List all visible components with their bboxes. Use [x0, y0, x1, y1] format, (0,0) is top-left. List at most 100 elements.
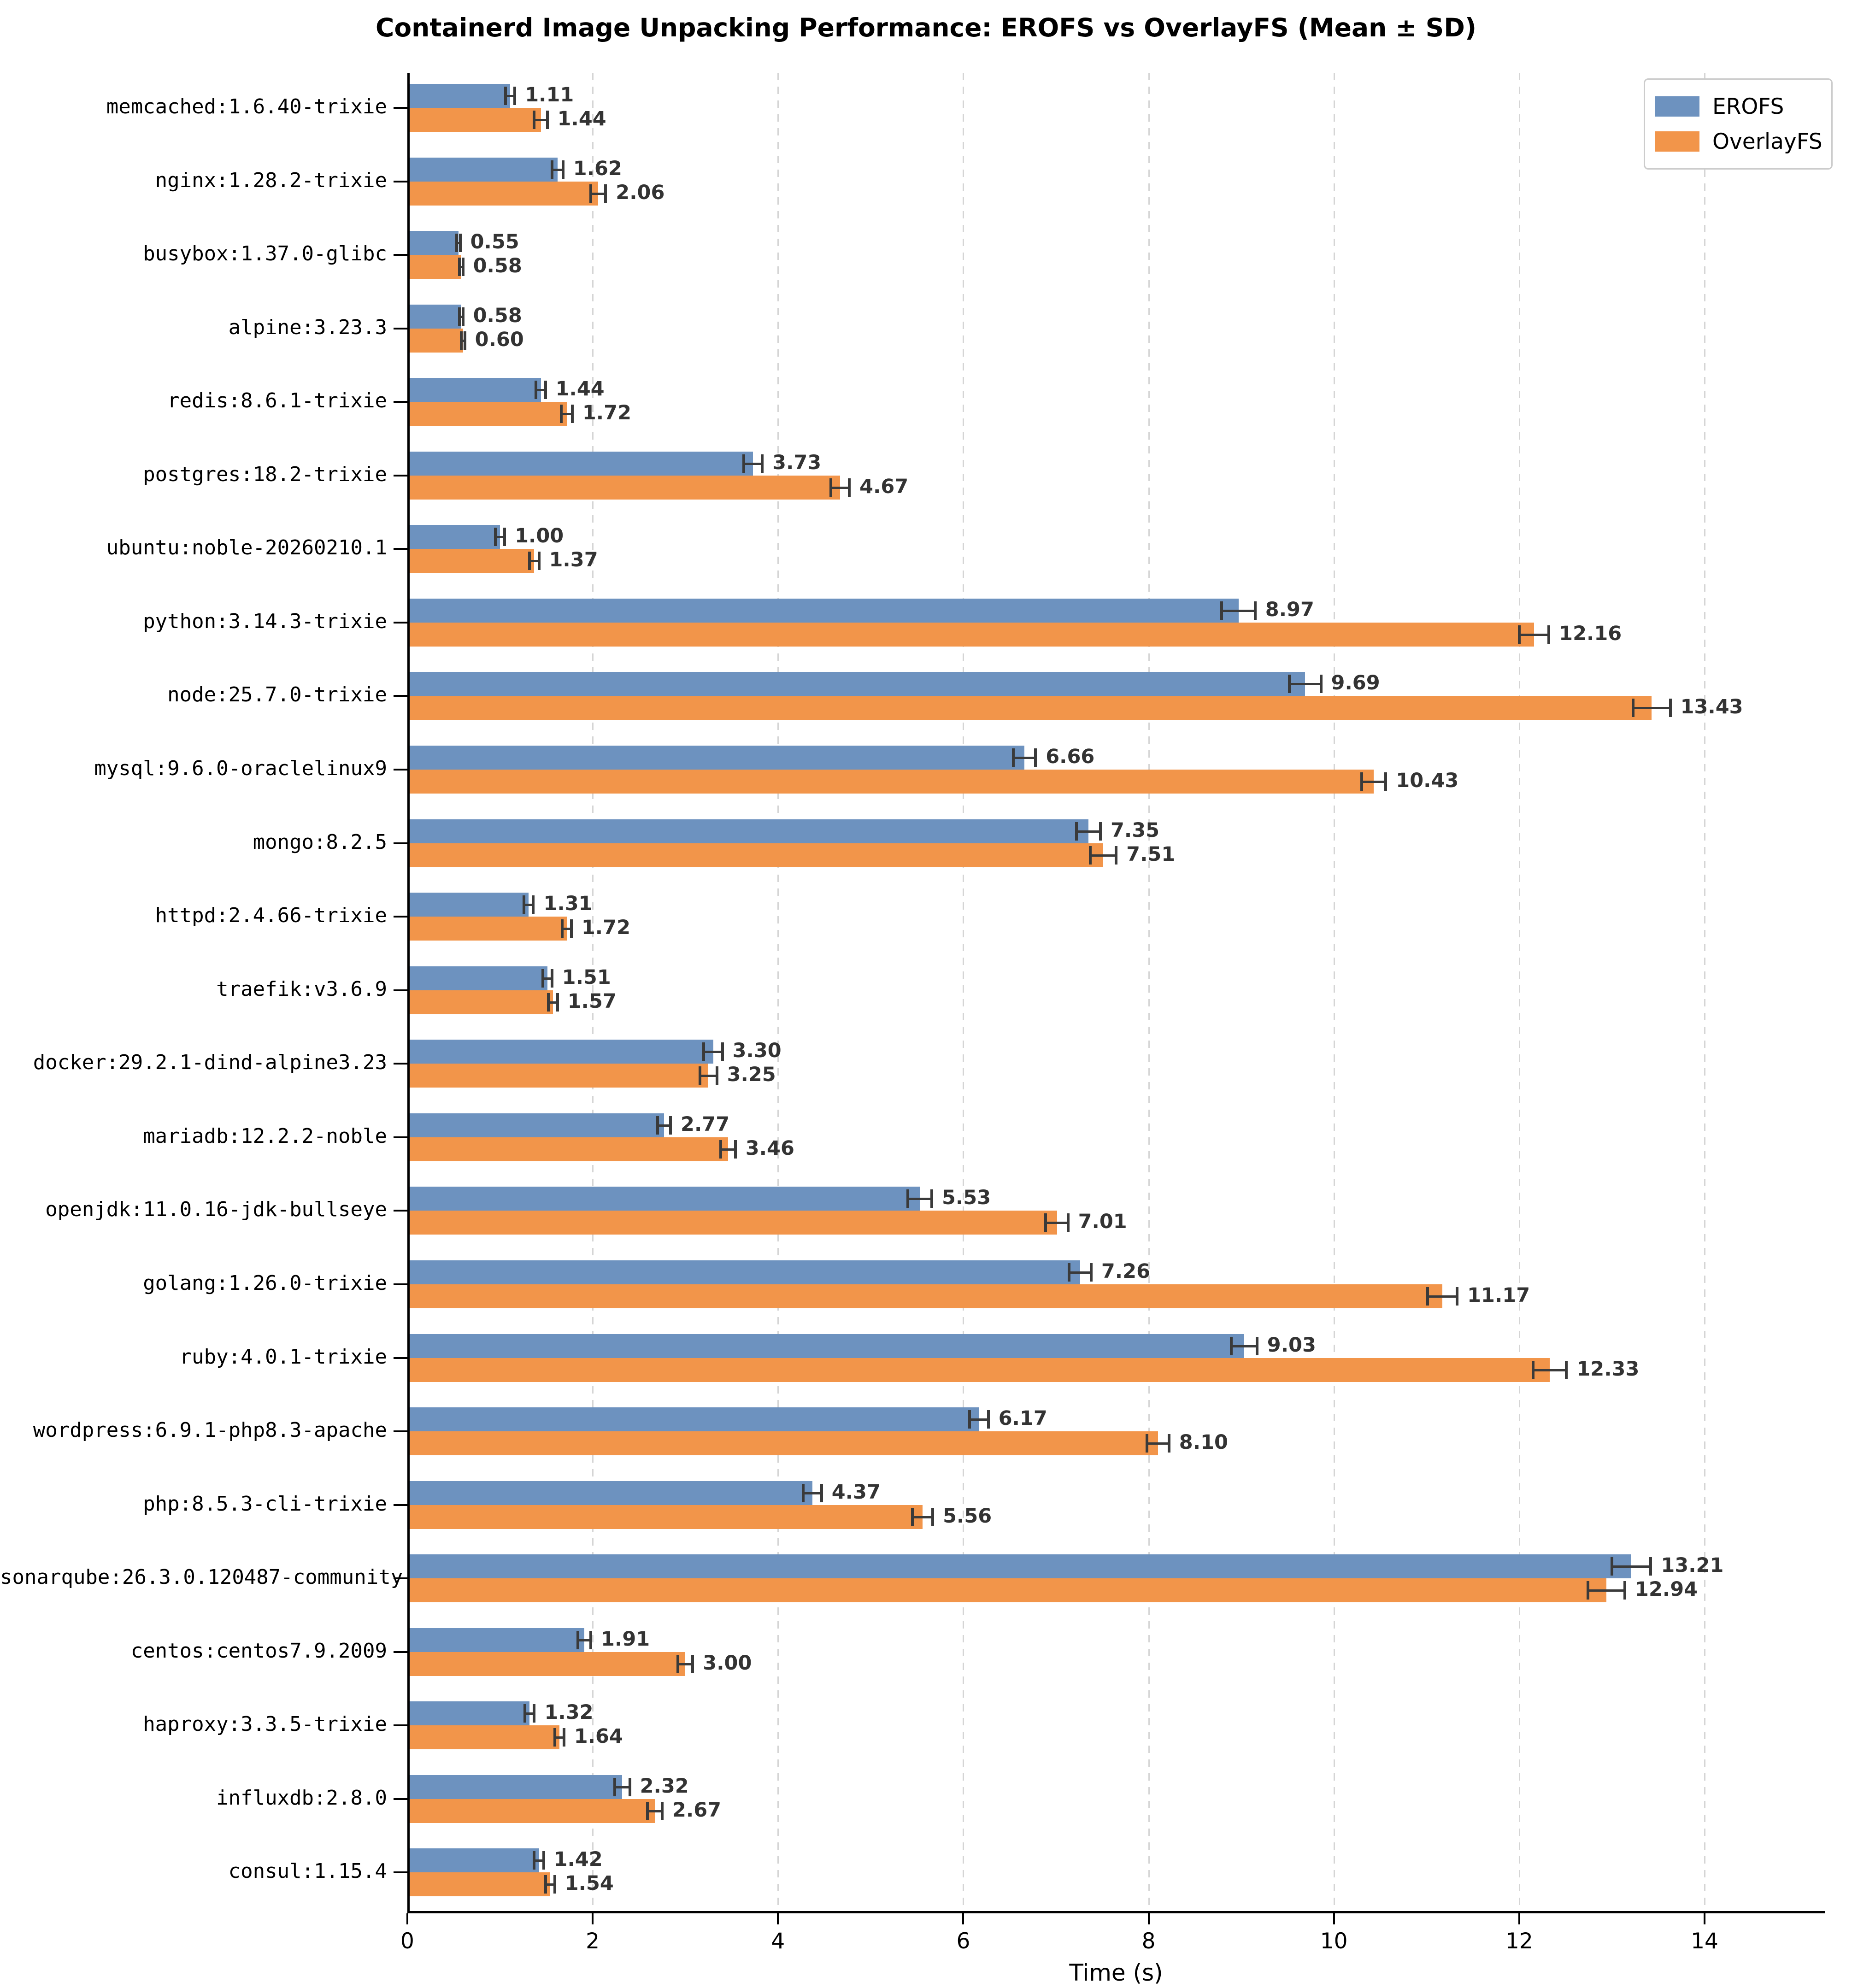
bar-erofs-3[interactable] [407, 304, 461, 329]
y-tick-label-17: ruby:4.0.1-trixie [179, 1345, 387, 1369]
errorbar-cap-overlayfs-20-lo [1586, 1581, 1589, 1600]
bar-overlayfs-6[interactable] [407, 549, 535, 573]
errorbar-line-overlayfs-8 [1633, 707, 1670, 710]
bar-overlayfs-11[interactable] [407, 917, 567, 941]
value-label-overlayfs-20: 12.94 [1635, 1578, 1698, 1601]
bar-erofs-0[interactable] [407, 84, 511, 108]
bar-erofs-1[interactable] [407, 157, 558, 182]
errorbar-cap-erofs-11-hi [532, 895, 535, 914]
legend-item-erofs[interactable]: EROFS [1655, 89, 1821, 124]
bar-overlayfs-16[interactable] [407, 1284, 1442, 1308]
errorbar-line-erofs-24 [534, 1859, 544, 1862]
bar-overlayfs-8[interactable] [407, 696, 1652, 720]
bar-overlayfs-5[interactable] [407, 475, 840, 500]
errorbar-cap-erofs-1-lo [550, 160, 553, 179]
errorbar-cap-erofs-4-hi [544, 381, 547, 400]
errorbar-cap-overlayfs-23-hi [660, 1801, 664, 1820]
bar-overlayfs-4[interactable] [407, 402, 567, 426]
bar-erofs-20[interactable] [407, 1554, 1632, 1579]
bar-erofs-13[interactable] [407, 1040, 713, 1064]
bar-erofs-12[interactable] [407, 966, 547, 990]
bar-overlayfs-15[interactable] [407, 1211, 1057, 1235]
bar-overlayfs-7[interactable] [407, 622, 1534, 647]
bar-overlayfs-13[interactable] [407, 1064, 709, 1088]
errorbar-line-overlayfs-10 [1090, 854, 1117, 857]
errorbar-line-erofs-1 [552, 168, 563, 171]
value-label-erofs-22: 1.32 [544, 1701, 594, 1724]
bar-erofs-14[interactable] [407, 1113, 664, 1137]
errorbar-cap-overlayfs-16-lo [1426, 1287, 1429, 1306]
errorbar-cap-erofs-16-lo [1067, 1263, 1070, 1282]
bar-erofs-5[interactable] [407, 451, 753, 476]
y-tick-mark-24 [394, 1871, 407, 1874]
errorbar-cap-overlayfs-0-lo [533, 111, 536, 129]
bar-erofs-23[interactable] [407, 1775, 623, 1799]
y-tick-mark-22 [394, 1724, 407, 1727]
bar-erofs-8[interactable] [407, 672, 1305, 696]
value-label-erofs-21: 1.91 [601, 1627, 650, 1651]
bar-erofs-17[interactable] [407, 1334, 1244, 1358]
errorbar-cap-overlayfs-0-hi [546, 111, 549, 129]
value-label-overlayfs-14: 3.46 [745, 1136, 794, 1160]
y-tick-mark-17 [394, 1357, 407, 1359]
errorbar-cap-erofs-20-lo [1610, 1557, 1613, 1576]
bar-overlayfs-10[interactable] [407, 843, 1104, 867]
bar-erofs-4[interactable] [407, 378, 541, 402]
legend-item-overlayfs[interactable]: OverlayFS [1655, 124, 1823, 159]
bar-overlayfs-21[interactable] [407, 1652, 686, 1676]
gridline-x-8 [1148, 73, 1150, 1911]
bar-overlayfs-18[interactable] [407, 1431, 1158, 1456]
errorbar-line-erofs-11 [524, 904, 534, 906]
bar-overlayfs-2[interactable] [407, 255, 461, 279]
bar-erofs-6[interactable] [407, 525, 500, 549]
errorbar-cap-erofs-15-lo [906, 1189, 909, 1208]
value-label-erofs-9: 6.66 [1046, 745, 1095, 769]
errorbar-cap-erofs-23-lo [613, 1777, 617, 1796]
bar-overlayfs-19[interactable] [407, 1505, 923, 1529]
bar-overlayfs-22[interactable] [407, 1725, 559, 1750]
bar-overlayfs-23[interactable] [407, 1799, 655, 1823]
bar-erofs-19[interactable] [407, 1481, 812, 1505]
gridline-x-10 [1333, 73, 1335, 1911]
bar-overlayfs-12[interactable] [407, 990, 553, 1014]
bar-erofs-10[interactable] [407, 819, 1088, 843]
bar-overlayfs-24[interactable] [407, 1872, 550, 1897]
bar-erofs-7[interactable] [407, 598, 1239, 623]
errorbar-cap-erofs-11-lo [523, 895, 526, 914]
y-tick-mark-8 [394, 695, 407, 697]
errorbar-cap-overlayfs-1-lo [589, 184, 593, 203]
bar-erofs-24[interactable] [407, 1848, 539, 1873]
bar-overlayfs-3[interactable] [407, 328, 463, 353]
value-label-erofs-24: 1.42 [553, 1848, 603, 1871]
bar-erofs-16[interactable] [407, 1260, 1080, 1284]
bar-erofs-18[interactable] [407, 1407, 979, 1432]
errorbar-cap-erofs-22-lo [523, 1704, 527, 1723]
bar-erofs-15[interactable] [407, 1187, 920, 1211]
x-tick-label-14: 14 [1691, 1929, 1718, 1954]
y-tick-label-4: redis:8.6.1-trixie [167, 389, 387, 413]
bar-erofs-2[interactable] [407, 231, 459, 255]
bar-erofs-11[interactable] [407, 893, 529, 917]
y-tick-label-20: sonarqube:26.3.0.120487-community [0, 1565, 403, 1589]
bar-overlayfs-20[interactable] [407, 1578, 1606, 1603]
errorbar-cap-overlayfs-18-lo [1145, 1434, 1148, 1453]
gridline-x-4 [777, 73, 779, 1911]
errorbar-cap-erofs-13-lo [702, 1042, 706, 1061]
bar-erofs-21[interactable] [407, 1628, 585, 1652]
errorbar-line-erofs-20 [1611, 1565, 1651, 1568]
y-tick-label-6: ubuntu:noble-20260210.1 [106, 536, 387, 560]
bar-overlayfs-1[interactable] [407, 181, 599, 206]
value-label-erofs-23: 2.32 [640, 1774, 689, 1798]
bar-overlayfs-0[interactable] [407, 108, 541, 132]
bar-erofs-9[interactable] [407, 746, 1025, 770]
bar-overlayfs-9[interactable] [407, 770, 1374, 794]
bar-erofs-22[interactable] [407, 1701, 530, 1726]
y-axis-spine [407, 73, 410, 1913]
gridline-x-6 [963, 73, 964, 1911]
errorbar-cap-overlayfs-17-hi [1565, 1360, 1568, 1379]
value-label-overlayfs-1: 2.06 [616, 181, 665, 204]
errorbar-cap-overlayfs-8-hi [1669, 699, 1672, 718]
bar-overlayfs-17[interactable] [407, 1358, 1550, 1382]
bar-overlayfs-14[interactable] [407, 1137, 728, 1161]
y-tick-label-8: node:25.7.0-trixie [167, 683, 387, 707]
